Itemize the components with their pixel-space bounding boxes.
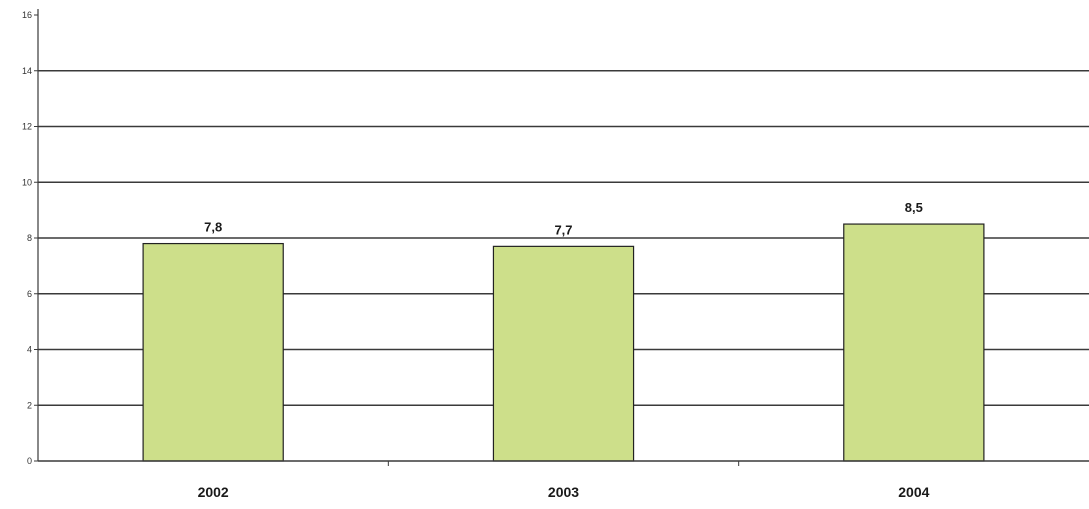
y-tick-label-12: 12 xyxy=(22,122,32,132)
x-tick-label-2003: 2003 xyxy=(548,484,579,500)
y-tick-label-6: 6 xyxy=(27,289,32,299)
x-axis-ticks: 2002 2003 2004 xyxy=(198,461,930,500)
data-labels: 7,8 7,7 8,5 xyxy=(204,200,923,237)
y-tick-label-14: 14 xyxy=(22,66,32,76)
y-tick-label-8: 8 xyxy=(27,233,32,243)
axes xyxy=(37,9,1089,462)
data-label-2002: 7,8 xyxy=(204,220,222,235)
data-label-2003: 7,7 xyxy=(554,222,572,237)
x-tick-label-2004: 2004 xyxy=(898,484,929,500)
y-tick-label-4: 4 xyxy=(27,345,32,355)
x-tick-label-2002: 2002 xyxy=(198,484,229,500)
bar-2003 xyxy=(492,245,635,462)
bars xyxy=(142,223,985,462)
y-tick-label-10: 10 xyxy=(22,177,32,187)
y-tick-label-16: 16 xyxy=(22,10,32,20)
data-label-2004: 8,5 xyxy=(905,200,923,215)
y-axis-ticks: 0 2 4 6 8 10 12 14 16 xyxy=(22,10,38,466)
y-tick-label-0: 0 xyxy=(27,456,32,466)
bar-2002 xyxy=(142,242,284,462)
y-tick-label-2: 2 xyxy=(27,400,32,410)
bar-2004 xyxy=(843,223,985,462)
